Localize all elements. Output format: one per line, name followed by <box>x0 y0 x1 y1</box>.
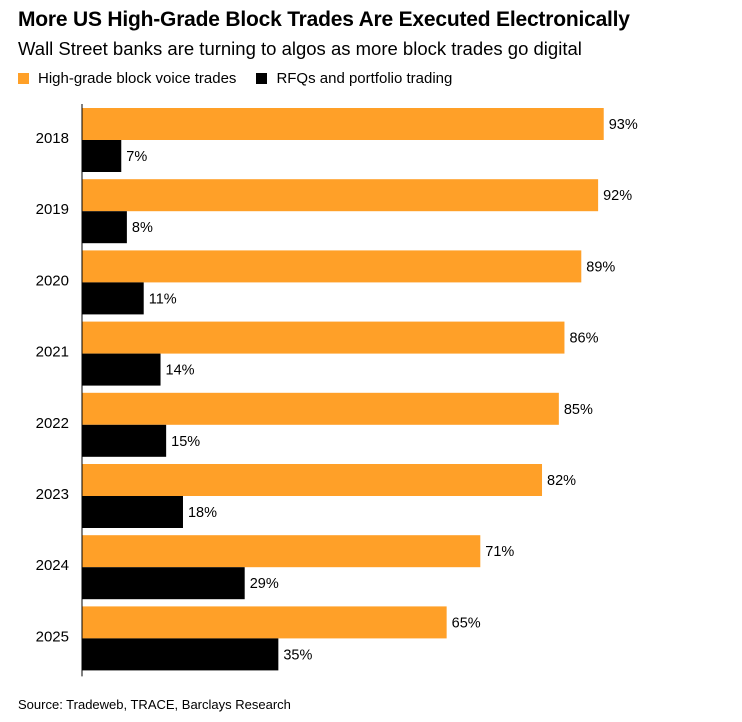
legend-swatch-electronic <box>256 73 268 84</box>
year-label: 2024 <box>36 557 69 574</box>
bar-voice <box>82 321 565 354</box>
data-label-voice: 93% <box>609 117 638 133</box>
bar-voice <box>82 606 447 639</box>
data-label-electronic: 15% <box>171 434 200 450</box>
source-note: Source: Tradeweb, TRACE, Barclays Resear… <box>18 697 291 712</box>
legend-swatch-voice <box>18 73 29 84</box>
data-label-voice: 65% <box>452 615 481 631</box>
bar-voice <box>82 392 559 425</box>
data-label-voice: 85% <box>564 402 593 418</box>
data-label-voice: 89% <box>586 259 615 275</box>
year-label: 2022 <box>36 415 69 432</box>
bar-voice <box>82 535 481 568</box>
year-label: 2023 <box>36 486 69 503</box>
chart-subtitle: Wall Street banks are turning to algos a… <box>18 38 582 59</box>
year-label: 2020 <box>36 272 69 289</box>
data-label-voice: 71% <box>485 544 514 560</box>
legend-item-electronic: RFQs and portfolio trading <box>256 70 452 87</box>
bar-electronic <box>82 353 161 386</box>
bar-voice <box>82 250 582 283</box>
year-label: 2021 <box>36 344 69 361</box>
year-label: 2019 <box>36 201 69 218</box>
year-label: 2025 <box>36 628 69 645</box>
bar-electronic <box>82 140 122 172</box>
data-label-electronic: 18% <box>188 505 217 521</box>
legend-label-electronic: RFQs and portfolio trading <box>276 70 453 87</box>
bar-electronic <box>82 638 279 671</box>
bar-voice <box>82 179 599 212</box>
legend-label-voice: High-grade block voice trades <box>38 70 237 87</box>
bar-electronic <box>82 282 144 315</box>
legend-item-voice: High-grade block voice trades <box>18 70 236 87</box>
bar-electronic <box>82 496 183 528</box>
data-label-voice: 82% <box>547 473 576 489</box>
bar-electronic <box>82 424 167 457</box>
bar-electronic <box>82 567 245 600</box>
data-label-voice: 86% <box>569 331 598 347</box>
data-label-voice: 92% <box>603 188 632 204</box>
bar-electronic <box>82 211 127 244</box>
bar-voice <box>82 108 604 140</box>
bar-voice <box>82 464 543 496</box>
data-label-electronic: 7% <box>126 149 147 165</box>
legend: High-grade block voice trades RFQs and p… <box>18 70 472 87</box>
data-label-electronic: 14% <box>166 363 195 379</box>
data-label-electronic: 11% <box>149 291 177 307</box>
data-label-electronic: 8% <box>132 220 153 236</box>
year-label: 2018 <box>36 130 69 147</box>
data-label-electronic: 29% <box>250 576 279 592</box>
chart-title: More US High-Grade Block Trades Are Exec… <box>18 8 630 31</box>
data-label-electronic: 35% <box>283 647 312 663</box>
